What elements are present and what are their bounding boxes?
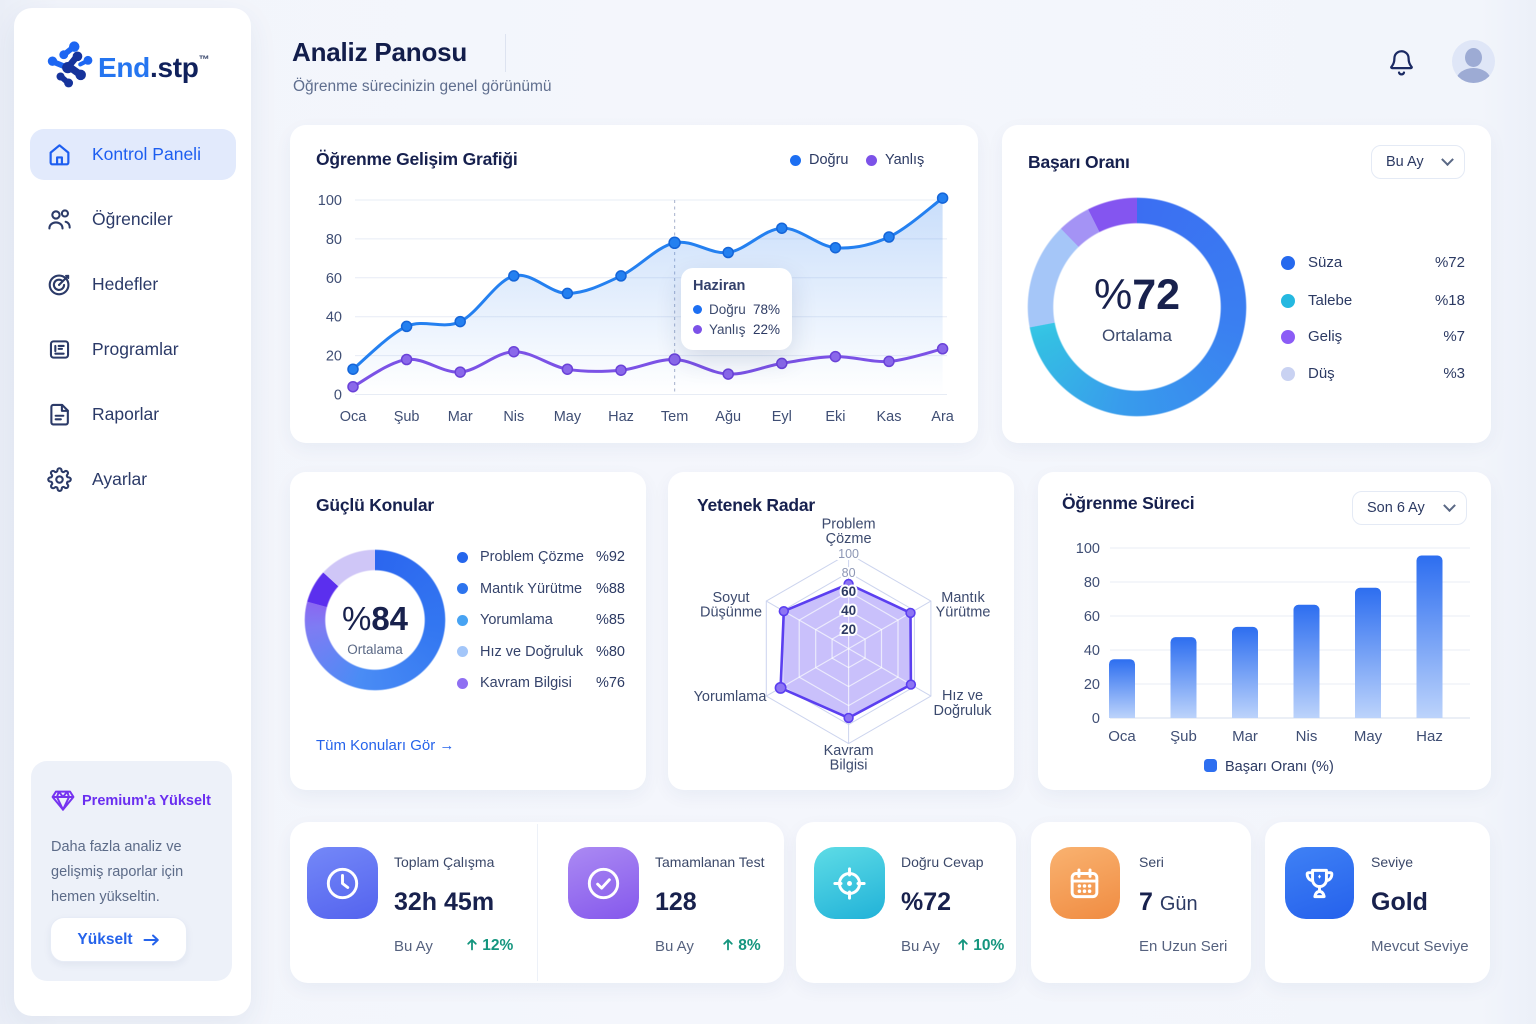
svg-text:Ağu: Ağu	[715, 409, 741, 425]
svg-text:60: 60	[326, 271, 342, 287]
svg-text:0: 0	[334, 388, 342, 404]
svg-text:Hız ve: Hız ve	[942, 688, 983, 704]
svg-text:80: 80	[326, 232, 342, 248]
svg-text:Yürütme: Yürütme	[936, 605, 991, 621]
svg-text:Şub: Şub	[1170, 728, 1197, 745]
svg-text:80: 80	[1084, 575, 1100, 591]
svg-text:Düşünme: Düşünme	[700, 605, 762, 621]
svg-text:Oca: Oca	[340, 409, 368, 425]
svg-text:Eki: Eki	[825, 409, 845, 425]
svg-text:Problem: Problem	[822, 517, 876, 533]
svg-text:Haz: Haz	[608, 409, 634, 425]
svg-text:Haz: Haz	[1416, 728, 1443, 745]
svg-text:80: 80	[842, 566, 856, 580]
svg-text:Bilgisi: Bilgisi	[830, 758, 868, 774]
svg-text:Başarı Oranı (%): Başarı Oranı (%)	[1225, 759, 1334, 775]
svg-text:60: 60	[1084, 609, 1100, 625]
svg-text:Yorumlama: Yorumlama	[694, 689, 768, 705]
svg-text:40: 40	[841, 603, 856, 618]
svg-text:Eyl: Eyl	[772, 409, 792, 425]
svg-text:20: 20	[841, 622, 856, 637]
svg-text:Soyut: Soyut	[712, 590, 749, 606]
svg-text:40: 40	[1084, 643, 1100, 659]
svg-text:Nis: Nis	[1296, 728, 1318, 745]
svg-text:100: 100	[1076, 541, 1100, 557]
svg-text:100: 100	[318, 193, 342, 209]
svg-text:20: 20	[326, 349, 342, 365]
svg-text:Çözme: Çözme	[826, 531, 872, 547]
svg-text:Nis: Nis	[503, 409, 524, 425]
svg-text:Doğruluk: Doğruluk	[933, 703, 992, 719]
svg-text:Mar: Mar	[1232, 728, 1258, 745]
svg-text:May: May	[554, 409, 582, 425]
svg-text:20: 20	[1084, 677, 1100, 693]
svg-text:Şub: Şub	[394, 409, 420, 425]
svg-text:Kavram: Kavram	[824, 743, 874, 759]
svg-text:May: May	[1354, 728, 1383, 745]
svg-text:Kas: Kas	[877, 409, 902, 425]
svg-text:Tem: Tem	[661, 409, 688, 425]
svg-text:Oca: Oca	[1108, 728, 1136, 745]
svg-text:Ara: Ara	[931, 409, 955, 425]
svg-text:60: 60	[841, 584, 856, 599]
svg-text:Mar: Mar	[448, 409, 473, 425]
svg-text:100: 100	[838, 547, 859, 561]
svg-text:Mantık: Mantık	[941, 590, 985, 606]
svg-text:0: 0	[1092, 711, 1100, 727]
svg-text:40: 40	[326, 310, 342, 326]
